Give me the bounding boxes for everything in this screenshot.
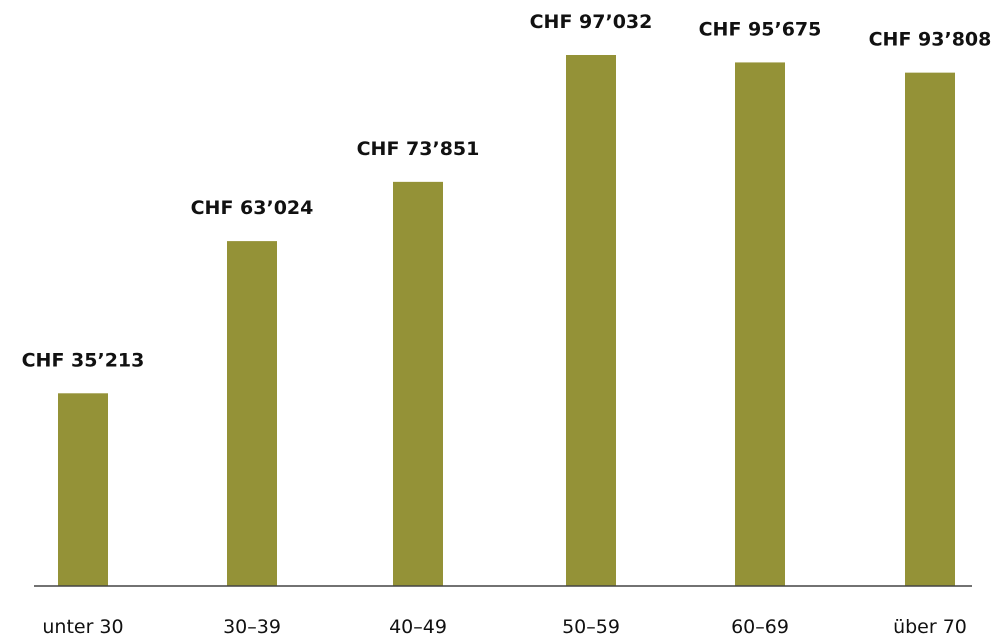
- bar: [58, 393, 108, 586]
- x-tick-label: 40–49: [389, 616, 447, 635]
- bar-value-label: CHF 35’213: [22, 349, 145, 371]
- x-tick-label: 60–69: [731, 616, 789, 635]
- bar-value-label: CHF 63’024: [191, 197, 314, 219]
- x-tick-label: 30–39: [223, 616, 281, 635]
- category-labels-group: unter 30 30–39 40–49 50–59 60–69 über 70: [42, 616, 967, 635]
- bar: [905, 72, 955, 587]
- bar: [735, 62, 785, 586]
- x-tick-label: unter 30: [42, 616, 123, 635]
- bar-value-label: CHF 93’808: [869, 29, 992, 51]
- value-labels-group: CHF 35’213 CHF 63’024 CHF 73’851 CHF 97’032…: [22, 11, 992, 371]
- bar-value-label: CHF 95’675: [699, 18, 822, 40]
- bar-value-label: CHF 73’851: [357, 138, 480, 160]
- x-tick-label: über 70: [893, 616, 967, 635]
- bar: [566, 55, 616, 586]
- bars-group: [58, 55, 955, 587]
- bar: [393, 181, 443, 586]
- bar-value-label: CHF 97’032: [530, 11, 653, 33]
- bar: [227, 241, 277, 586]
- x-tick-label: 50–59: [562, 616, 620, 635]
